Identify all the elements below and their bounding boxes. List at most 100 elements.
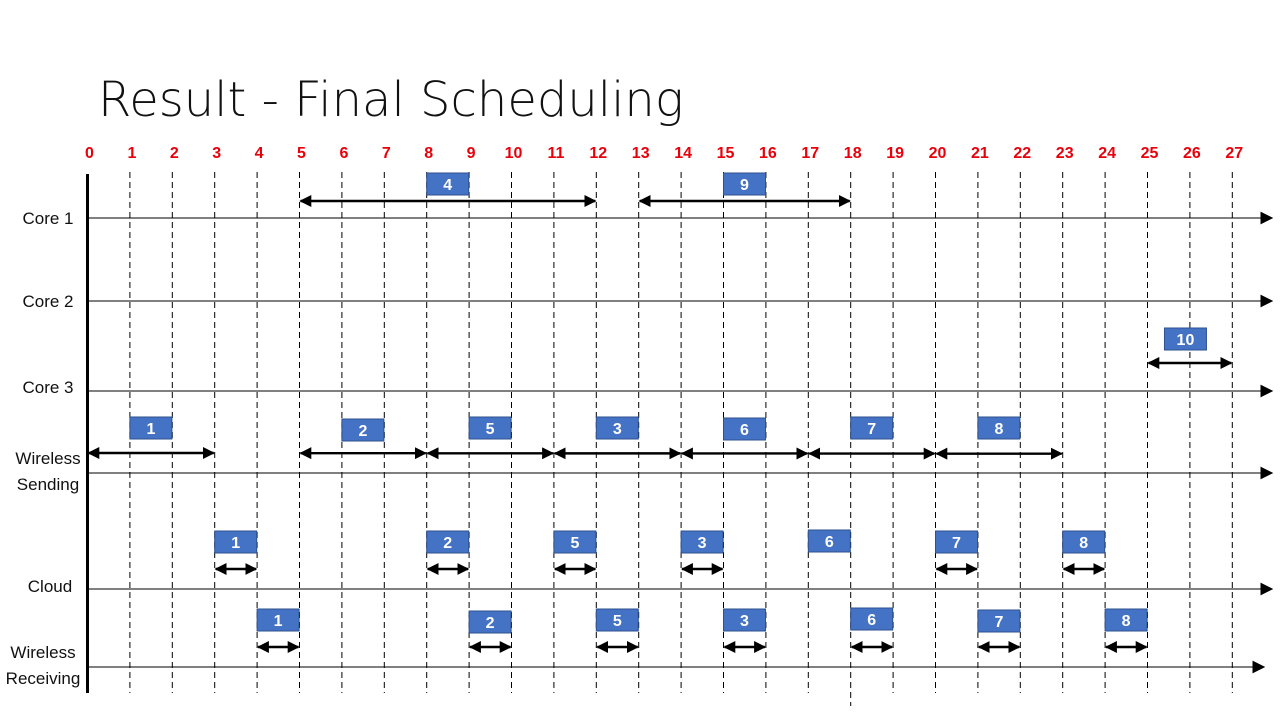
task-label: 7 <box>952 535 961 552</box>
task-cloud-1: 1 <box>214 530 258 554</box>
tick-label-16: 16 <box>759 145 777 162</box>
task-label: 3 <box>698 535 707 552</box>
task-box <box>468 610 512 634</box>
task-box <box>214 530 258 554</box>
task-wireless-receiving-6: 6 <box>850 607 894 631</box>
task-core1-4: 4 <box>426 172 470 196</box>
task-wireless-receiving-1: 1 <box>256 608 300 632</box>
task-cloud-2: 2 <box>426 530 470 554</box>
task-cloud-8: 8 <box>1062 530 1106 554</box>
task-box <box>680 530 724 554</box>
task-label: 10 <box>1177 332 1195 349</box>
tick-label-11: 11 <box>547 145 564 162</box>
task-box <box>935 530 978 554</box>
task-wireless-receiving-8: 8 <box>1104 608 1148 632</box>
tick-label-8: 8 <box>424 145 433 162</box>
task-core3-10: 10 <box>1163 327 1207 351</box>
tick-label-3: 3 <box>212 145 221 162</box>
tick-label-18: 18 <box>844 145 862 162</box>
task-label: 7 <box>867 421 876 438</box>
tick-label-25: 25 <box>1141 145 1159 162</box>
task-label: 1 <box>146 421 155 438</box>
task-wireless-sending-1: 1 <box>129 416 173 440</box>
tick-label-21: 21 <box>971 145 989 162</box>
task-box <box>1062 530 1106 554</box>
tick-label-0: 0 <box>85 145 94 162</box>
task-label: 3 <box>740 613 749 630</box>
tick-label-24: 24 <box>1098 145 1116 162</box>
tick-label-26: 26 <box>1183 145 1201 162</box>
task-wireless-receiving-3: 3 <box>723 608 766 632</box>
tick-label-2: 2 <box>170 145 179 162</box>
lane-label-wireless-receiving: Receiving <box>6 669 81 688</box>
tick-label-22: 22 <box>1013 145 1031 162</box>
task-label: 5 <box>570 535 579 552</box>
task-label: 3 <box>613 421 622 438</box>
page-title: Result - Final Scheduling <box>98 72 684 128</box>
task-box <box>341 418 385 442</box>
lane-label-core2: Core 2 <box>22 292 73 311</box>
task-label: 7 <box>994 614 1003 631</box>
tick-label-4: 4 <box>255 145 264 162</box>
tick-label-7: 7 <box>382 145 391 162</box>
task-label: 6 <box>825 534 834 551</box>
task-box <box>129 416 173 440</box>
task-cloud-3: 3 <box>680 530 724 554</box>
task-box <box>426 172 470 196</box>
task-wireless-receiving-5: 5 <box>595 608 639 632</box>
task-box <box>595 416 639 440</box>
task-box <box>977 609 1021 633</box>
task-box <box>723 608 766 632</box>
tick-label-27: 27 <box>1225 145 1243 162</box>
tick-label-9: 9 <box>467 145 476 162</box>
task-wireless-sending-2: 2 <box>341 418 385 442</box>
task-label: 6 <box>740 422 749 439</box>
tick-label-10: 10 <box>505 145 523 162</box>
task-label: 8 <box>994 421 1003 438</box>
tick-label-15: 15 <box>717 145 735 162</box>
task-label: 2 <box>443 535 452 552</box>
task-label: 1 <box>231 535 240 552</box>
task-box <box>256 608 300 632</box>
task-label: 9 <box>740 177 749 194</box>
task-wireless-sending-7: 7 <box>850 416 894 440</box>
task-cloud-7: 7 <box>935 530 978 554</box>
task-wireless-sending-3: 3 <box>595 416 639 440</box>
task-label: 4 <box>443 177 452 194</box>
task-cloud-5: 5 <box>553 530 597 554</box>
tick-label-14: 14 <box>674 145 692 162</box>
tick-label-12: 12 <box>589 145 607 162</box>
task-label: 8 <box>1122 613 1131 630</box>
task-cloud-6: 6 <box>807 529 851 553</box>
task-wireless-sending-8: 8 <box>977 416 1021 440</box>
lane-label-cloud: Cloud <box>28 577 72 596</box>
task-label: 6 <box>867 612 876 629</box>
task-wireless-sending-6: 6 <box>723 417 766 441</box>
tick-label-19: 19 <box>886 145 904 162</box>
tick-label-1: 1 <box>127 145 136 162</box>
task-label: 8 <box>1079 535 1088 552</box>
tick-label-13: 13 <box>632 145 650 162</box>
lane-label-wireless-sending: Sending <box>17 475 79 494</box>
task-label: 5 <box>486 421 495 438</box>
task-wireless-sending-5: 5 <box>468 416 512 440</box>
task-box <box>723 172 766 196</box>
task-label: 5 <box>613 613 622 630</box>
task-label: 1 <box>274 613 283 630</box>
tick-label-20: 20 <box>929 145 947 162</box>
task-wireless-receiving-2: 2 <box>468 610 512 634</box>
task-box <box>850 607 894 631</box>
task-box <box>977 416 1021 440</box>
task-label: 2 <box>486 615 495 632</box>
lane-label-core3: Core 3 <box>22 378 73 397</box>
tick-label-6: 6 <box>339 145 348 162</box>
task-box <box>553 530 597 554</box>
tick-label-17: 17 <box>801 145 819 162</box>
task-box <box>1163 327 1207 351</box>
task-box <box>595 608 639 632</box>
lane-label-core1: Core 1 <box>22 209 73 228</box>
task-box <box>807 529 851 553</box>
task-box <box>468 416 512 440</box>
lane-label-wireless-receiving: Wireless <box>10 643 75 662</box>
